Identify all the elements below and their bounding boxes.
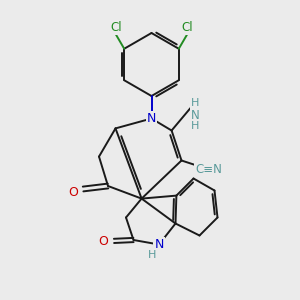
Text: Cl: Cl xyxy=(182,21,193,34)
Text: N: N xyxy=(147,112,156,125)
Text: O: O xyxy=(69,185,78,199)
Text: N: N xyxy=(190,109,200,122)
Text: H: H xyxy=(191,121,199,131)
Text: H: H xyxy=(148,250,157,260)
Text: H: H xyxy=(191,98,199,109)
Text: C≡N: C≡N xyxy=(195,163,222,176)
Text: O: O xyxy=(99,235,108,248)
Text: Cl: Cl xyxy=(110,21,122,34)
Text: N: N xyxy=(154,238,164,251)
